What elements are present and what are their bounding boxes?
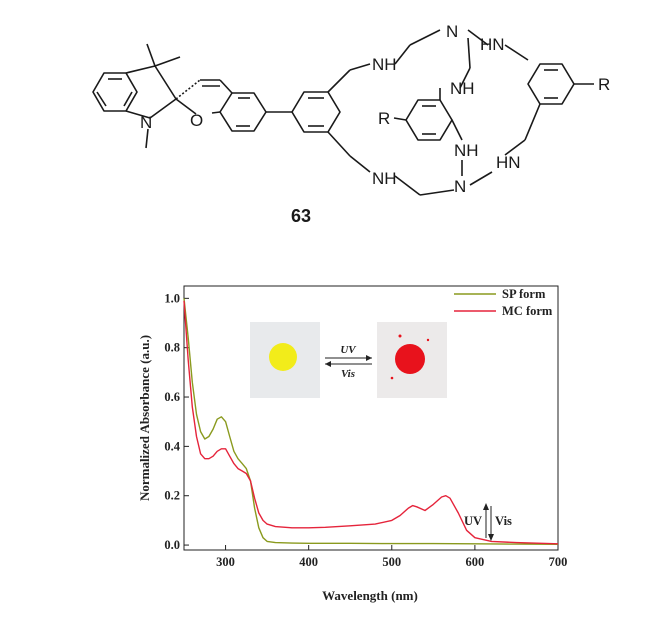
y-tick-label: 0.4 <box>164 439 180 453</box>
legend-label-sp: SP form <box>502 287 546 301</box>
mc-powder <box>395 344 425 374</box>
atom-r-right: R <box>598 75 610 94</box>
series-line-sp-form <box>183 298 559 545</box>
photo-inset: UV Vis <box>250 322 447 398</box>
x-tick-label: 400 <box>299 555 318 569</box>
compound-label: 63 <box>291 206 311 226</box>
y-tick-label: 0.0 <box>164 538 180 552</box>
y-tick-label: 1.0 <box>164 291 180 305</box>
uv-vis-marker: UV Vis <box>464 503 512 541</box>
x-axis-title: Wavelength (nm) <box>322 588 418 603</box>
atom-n-bottom: N <box>454 177 466 196</box>
atom-nh-low: NH <box>454 141 479 160</box>
uv-marker-label: UV <box>464 514 482 528</box>
x-tick-label: 300 <box>216 555 235 569</box>
series-line-mc-form <box>183 300 559 545</box>
atom-hn-bottom: HN <box>496 153 521 172</box>
atom-n-indoline: N <box>140 113 152 132</box>
atom-nh-mid: NH <box>450 79 475 98</box>
y-tick-label: 0.2 <box>164 489 180 503</box>
right-phenyl-ring <box>527 63 575 105</box>
x-tick-label: 700 <box>549 555 568 569</box>
atom-n-top: N <box>446 22 458 41</box>
atom-hn-top: HN <box>480 35 505 54</box>
x-tick-label: 500 <box>382 555 401 569</box>
structure-atom-labels: N O R R NH N HN NH NH NH N HN <box>140 22 610 196</box>
legend-label-mc: MC form <box>502 304 553 318</box>
y-axis-title: Normalized Absorbance (a.u.) <box>137 335 152 501</box>
sp-powder <box>269 343 297 371</box>
x-tick-label: 600 <box>466 555 485 569</box>
x-axis: 300 400 500 600 700 <box>216 545 567 569</box>
vis-arrow-label: Vis <box>341 368 355 380</box>
y-axis: 0.0 0.2 0.4 0.6 0.8 1.0 <box>164 291 189 552</box>
atom-o-pyran: O <box>190 111 203 130</box>
atom-r-left: R <box>378 109 390 128</box>
y-tick-label: 0.8 <box>164 341 180 355</box>
atom-nh-1: NH <box>372 55 397 74</box>
plot-frame <box>183 285 559 551</box>
uv-arrow-label: UV <box>340 344 357 356</box>
vis-marker-label: Vis <box>495 514 512 528</box>
atom-nh-bottom: NH <box>372 169 397 188</box>
y-tick-label: 0.6 <box>164 390 180 404</box>
series-layer <box>183 298 559 545</box>
legend: SP form MC form <box>454 287 553 318</box>
structure-bonds <box>92 29 594 196</box>
